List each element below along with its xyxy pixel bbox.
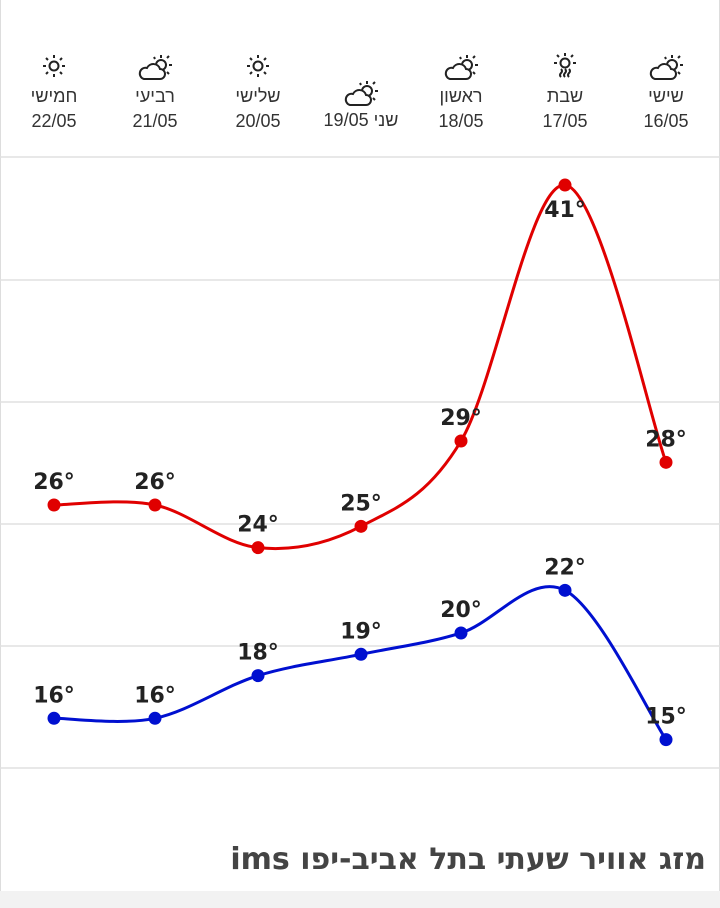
partly-cloudy-icon <box>411 44 511 80</box>
min-temperature-point <box>47 711 61 725</box>
sun-icon <box>208 44 308 80</box>
max-temperature-line <box>53 183 668 551</box>
min-temperature-label: 16° <box>33 683 75 708</box>
day-date: 21/05 <box>132 111 178 131</box>
min-temperature-point <box>354 647 368 661</box>
day-date: 22/05 <box>31 111 77 131</box>
max-temperature-label: 24° <box>237 513 279 538</box>
partly-cloudy-icon <box>311 70 411 106</box>
day-name: שישי <box>648 86 684 106</box>
day-name: ראשון <box>439 86 483 106</box>
max-temperature-point <box>148 498 162 512</box>
day-name: שבת <box>546 86 584 106</box>
sun-icon <box>4 44 104 80</box>
max-temperature-label: 29° <box>440 406 482 431</box>
min-temperature-label: 19° <box>340 619 382 644</box>
day-name: חמישי <box>30 86 78 106</box>
day-date: שני 19/05 <box>323 110 399 130</box>
widget-title: מזג אוויר שעתי בתל אביב-יפו ims <box>230 842 706 877</box>
day-header: חמישי 22/05 <box>4 44 104 132</box>
temperature-chart: 28° 41° 29° 25° 24° 26° 26° 15° 22° 20° 19° 18° 16° 1… <box>0 156 720 769</box>
day-name: רביעי <box>135 86 175 106</box>
day-date: 17/05 <box>542 111 588 131</box>
min-temperature-point <box>558 583 572 597</box>
day-name: שלישי <box>235 86 281 106</box>
hot-sun-icon <box>515 44 615 80</box>
max-temperature-point <box>251 541 265 555</box>
day-header: שני 19/05 <box>311 44 411 131</box>
min-temperature-label: 18° <box>237 641 279 666</box>
day-header: שלישי 20/05 <box>208 44 308 132</box>
day-date: 20/05 <box>235 111 281 131</box>
day-header: ראשון 18/05 <box>411 44 511 132</box>
max-temperature-label: 41° <box>544 198 586 223</box>
max-temperature-point <box>354 519 368 533</box>
min-temperature-point <box>454 626 468 640</box>
max-temperature-label: 26° <box>134 470 176 495</box>
max-temperature-label: 28° <box>645 427 687 452</box>
min-temperature-point <box>251 669 265 683</box>
min-temperature-label: 15° <box>645 705 687 730</box>
max-temperature-point <box>659 455 673 469</box>
max-temperature-point <box>47 498 61 512</box>
max-temperature-label: 26° <box>33 470 75 495</box>
day-header: רביעי 21/05 <box>105 44 205 132</box>
day-date: 18/05 <box>438 111 484 131</box>
min-temperature-point <box>659 733 673 747</box>
max-temperature-point <box>558 178 572 192</box>
min-temperature-line <box>53 585 668 741</box>
partly-cloudy-icon <box>616 44 716 80</box>
day-date: 16/05 <box>643 111 689 131</box>
min-temperature-label: 16° <box>134 683 176 708</box>
min-temperature-label: 22° <box>544 555 586 580</box>
max-temperature-label: 25° <box>340 491 382 516</box>
day-header: שישי 16/05 <box>616 44 716 132</box>
max-temperature-point <box>454 434 468 448</box>
min-temperature-label: 20° <box>440 598 482 623</box>
min-temperature-point <box>148 711 162 725</box>
partly-cloudy-icon <box>105 44 205 80</box>
day-header: שבת 17/05 <box>515 44 615 132</box>
footer-bar <box>0 891 720 908</box>
